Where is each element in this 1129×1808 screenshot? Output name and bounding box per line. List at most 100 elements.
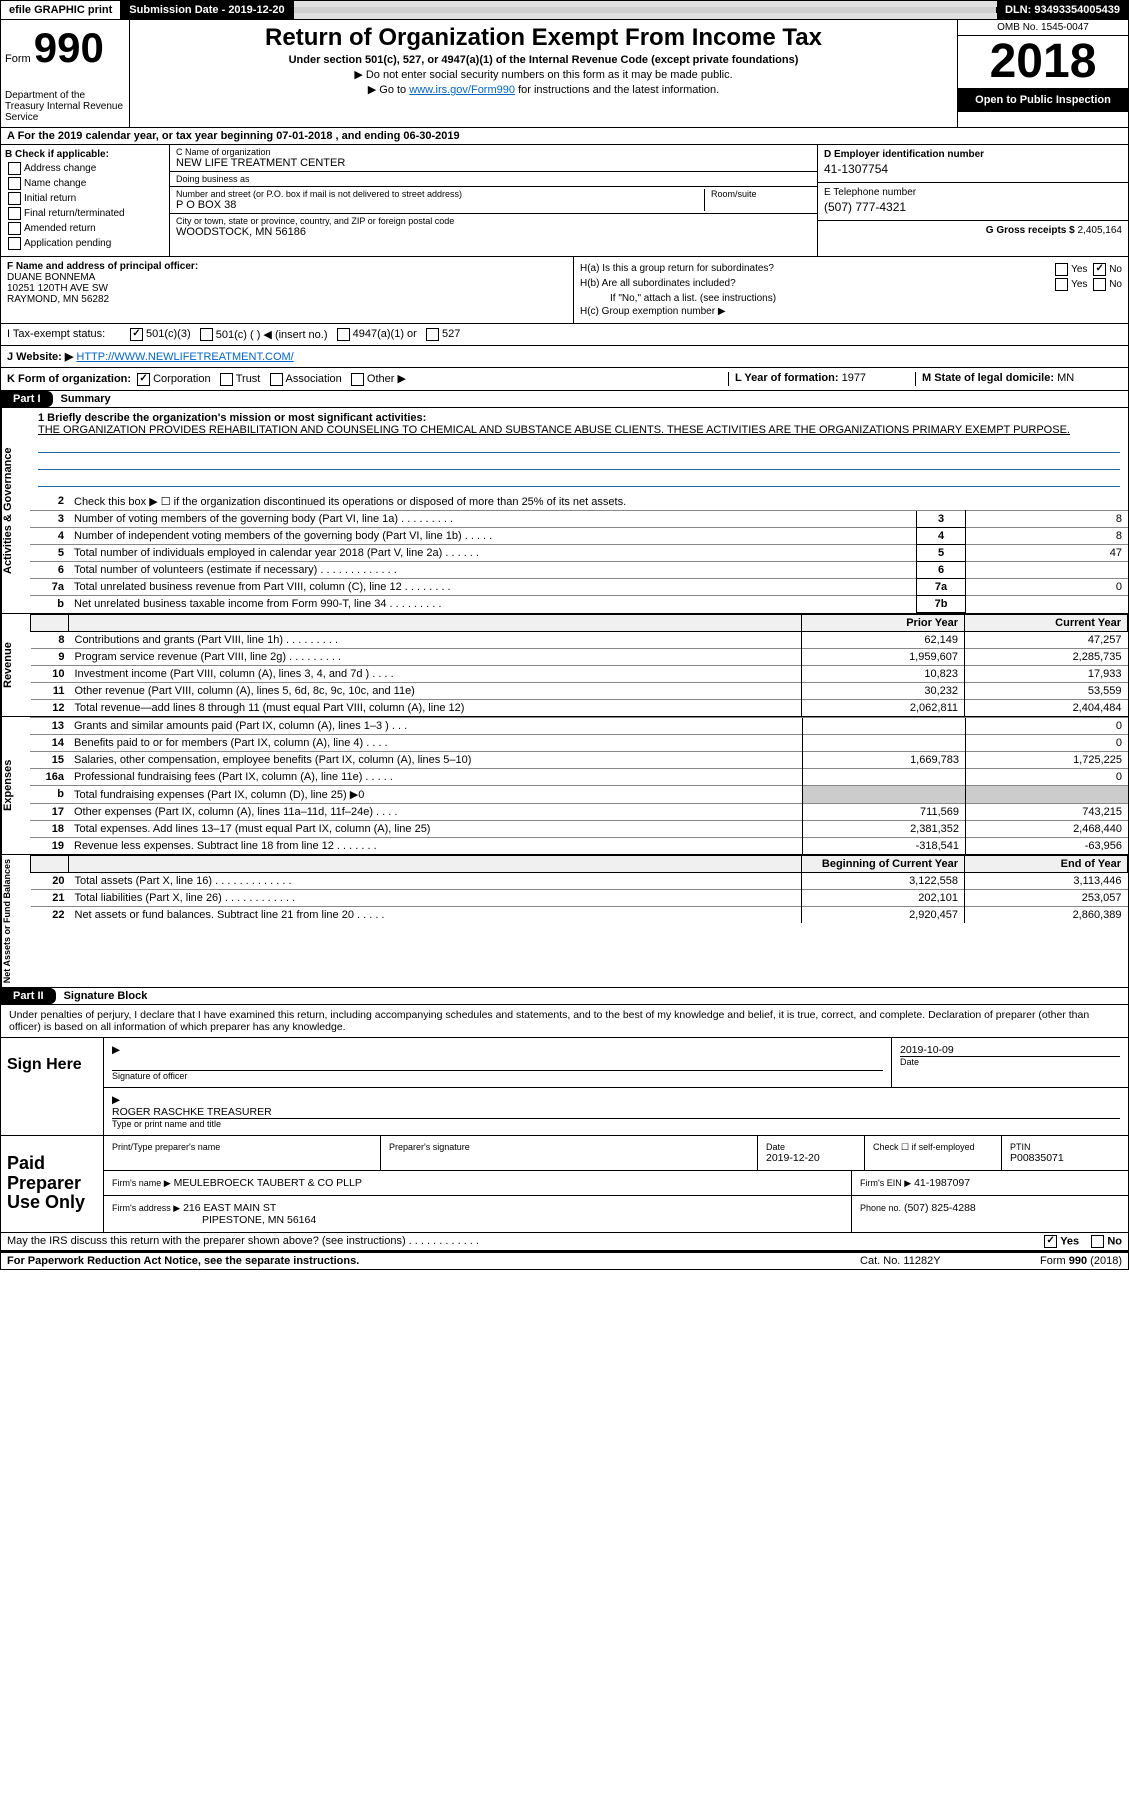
chk-501c[interactable] — [200, 328, 213, 341]
chk-final-return-label: Final return/terminated — [24, 208, 125, 219]
firm-ein-label: Firm's EIN ▶ — [860, 1178, 911, 1188]
toolbar-spacer — [294, 7, 997, 13]
h-b-question: H(b) Are all subordinates included? — [580, 278, 1052, 291]
chk-527[interactable] — [426, 328, 439, 341]
year-box: OMB No. 1545-0047 2018 Open to Public In… — [957, 20, 1128, 127]
chk-corporation[interactable]: ✓ — [137, 373, 150, 386]
efile-label[interactable]: efile GRAPHIC print — [1, 1, 121, 19]
officer-street: 10251 120TH AVE SW — [7, 283, 567, 294]
chk-initial-return[interactable] — [8, 192, 21, 205]
netassets-table: Beginning of Current YearEnd of Year 20T… — [30, 855, 1128, 923]
m-value: MN — [1057, 372, 1074, 384]
opt-501c: 501(c) ( ) ◀ (insert no.) — [216, 328, 328, 341]
b-intro: B Check if applicable: — [5, 149, 165, 160]
org-name: NEW LIFE TREATMENT CENTER — [176, 157, 811, 169]
website-link[interactable]: HTTP://WWW.NEWLIFETREATMENT.COM/ — [76, 351, 293, 363]
k-label: K Form of organization: — [7, 373, 131, 385]
hb-yes[interactable] — [1055, 278, 1068, 291]
chk-other[interactable] — [351, 373, 364, 386]
chk-amended[interactable] — [8, 222, 21, 235]
chk-4947[interactable] — [337, 328, 350, 341]
rev-line: 12Total revenue—add lines 8 through 11 (… — [31, 699, 1128, 716]
mission-block: 1 Briefly describe the organization's mi… — [30, 408, 1128, 493]
opt-association: Association — [286, 373, 342, 385]
form-title: Return of Organization Exempt From Incom… — [138, 24, 949, 52]
prep-self-employed[interactable]: Check ☐ if self-employed — [873, 1142, 993, 1153]
opt-4947: 4947(a)(1) or — [353, 328, 417, 341]
part-i-revenue: Revenue Prior YearCurrent Year 8Contribu… — [0, 614, 1129, 717]
m-label: M State of legal domicile: — [922, 372, 1054, 384]
officer-printed-name: ROGER RASCHKE TREASURER — [112, 1106, 1120, 1118]
part-ii-tab: Part II — [1, 988, 56, 1004]
period-row: A For the 2019 calendar year, or tax yea… — [0, 128, 1129, 145]
section-deg: D Employer identification number 41-1307… — [818, 145, 1128, 256]
paid-preparer-row: Paid Preparer Use Only Print/Type prepar… — [1, 1135, 1128, 1232]
chk-trust[interactable] — [220, 373, 233, 386]
discuss-row: May the IRS discuss this return with the… — [0, 1233, 1129, 1251]
exp-line: 14Benefits paid to or for members (Part … — [30, 734, 1128, 751]
chk-address-change[interactable] — [8, 162, 21, 175]
submission-date: Submission Date - 2019-12-20 — [121, 1, 293, 19]
rev-line: 8Contributions and grants (Part VIII, li… — [31, 631, 1128, 648]
discuss-yes-chk[interactable]: ✓ — [1044, 1235, 1057, 1248]
dept-label: Department of the Treasury Internal Reve… — [5, 90, 125, 123]
firm-ein: 41-1987097 — [914, 1177, 970, 1189]
firm-addr-label: Firm's address ▶ — [112, 1203, 180, 1213]
hb-yes-label: Yes — [1071, 279, 1087, 290]
side-label-expenses: Expenses — [1, 717, 30, 854]
street-label: Number and street (or P.O. box if mail i… — [176, 189, 704, 199]
section-b-checkboxes: B Check if applicable: Address change Na… — [1, 145, 170, 256]
open-public-badge: Open to Public Inspection — [958, 88, 1128, 112]
part-i-title: Summary — [53, 391, 119, 407]
form-label: Form — [5, 53, 31, 65]
chk-501c3[interactable]: ✓ — [130, 328, 143, 341]
hb-no[interactable] — [1093, 278, 1106, 291]
instructions-link[interactable]: www.irs.gov/Form990 — [409, 84, 515, 96]
chk-name-change[interactable] — [8, 177, 21, 190]
discuss-no-chk[interactable] — [1091, 1235, 1104, 1248]
h-a-question: H(a) Is this a group return for subordin… — [580, 263, 1052, 276]
ha-no[interactable]: ✓ — [1093, 263, 1106, 276]
mission-text: THE ORGANIZATION PROVIDES REHABILITATION… — [38, 424, 1120, 436]
note-2: ▶ Go to www.irs.gov/Form990 for instruct… — [138, 83, 949, 96]
row-j-website: J Website: ▶ HTTP://WWW.NEWLIFETREATMENT… — [0, 346, 1129, 368]
exp-line: 19Revenue less expenses. Subtract line 1… — [30, 837, 1128, 854]
footer-form-num: 990 — [1069, 1255, 1087, 1267]
part-i-netassets: Net Assets or Fund Balances Beginning of… — [0, 855, 1129, 988]
prep-sig-header: Preparer's signature — [389, 1142, 749, 1152]
ptin-value: P00835071 — [1010, 1152, 1120, 1164]
declaration-text: Under penalties of perjury, I declare th… — [1, 1005, 1128, 1037]
part-ii-title: Signature Block — [56, 988, 156, 1004]
chk-application-pending[interactable] — [8, 237, 21, 250]
gross-receipts-value: 2,405,164 — [1078, 225, 1123, 236]
officer-printed-sub: Type or print name and title — [112, 1118, 1120, 1129]
section-c: C Name of organization NEW LIFE TREATMEN… — [170, 145, 818, 256]
rev-line: 10Investment income (Part VIII, column (… — [31, 665, 1128, 682]
ha-yes[interactable] — [1055, 263, 1068, 276]
j-label: J Website: ▶ — [7, 351, 73, 363]
hb-no-label: No — [1109, 279, 1122, 290]
form-number: 990 — [34, 24, 104, 71]
note-1: ▶ Do not enter social security numbers o… — [138, 68, 949, 81]
phone-label: E Telephone number — [824, 187, 1122, 198]
exp-line: 18Total expenses. Add lines 13–17 (must … — [30, 820, 1128, 837]
footer-right: Form 990 (2018) — [1040, 1255, 1122, 1267]
officer-signature-line[interactable] — [112, 1056, 883, 1070]
footer-left: For Paperwork Reduction Act Notice, see … — [7, 1255, 860, 1267]
footer-cat: Cat. No. 11282Y — [860, 1255, 1040, 1267]
mission-blank-2 — [38, 455, 1120, 470]
prep-date: 2019-12-20 — [766, 1152, 856, 1164]
prep-name-header: Print/Type preparer's name — [112, 1142, 372, 1152]
i-label: I Tax-exempt status: — [7, 328, 127, 341]
gross-receipts-label: G Gross receipts $ — [986, 225, 1075, 236]
chk-association[interactable] — [270, 373, 283, 386]
chk-final-return[interactable] — [8, 207, 21, 220]
opt-other: Other ▶ — [367, 373, 406, 385]
section-bcdeg: B Check if applicable: Address change Na… — [0, 145, 1129, 257]
tax-year: 2018 — [958, 36, 1128, 88]
sign-here-row: Sign Here Signature of officer 2019-10-0… — [1, 1037, 1128, 1135]
ha-yes-label: Yes — [1071, 264, 1087, 275]
note2-suffix: for instructions and the latest informat… — [518, 84, 719, 96]
ein-label: D Employer identification number — [824, 149, 1122, 160]
net-line: 22Net assets or fund balances. Subtract … — [31, 906, 1128, 923]
